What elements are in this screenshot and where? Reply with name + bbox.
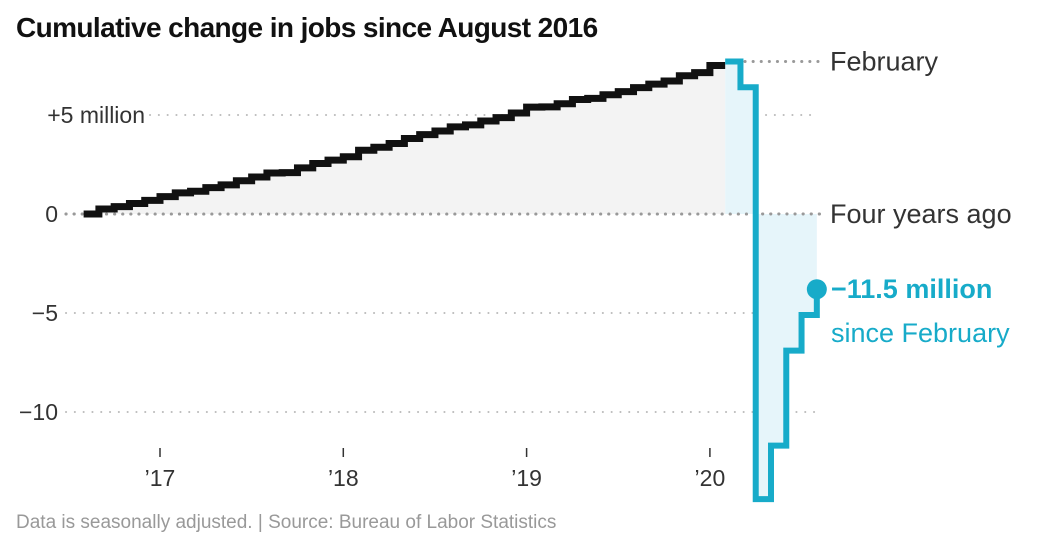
y-tick-label: −5 xyxy=(32,300,58,326)
latest-point xyxy=(806,279,827,300)
february-label: February xyxy=(830,47,939,77)
series-line-after xyxy=(725,58,820,503)
y-tick-label: 0 xyxy=(45,201,58,227)
source-note: Data is seasonally adjusted. | Source: B… xyxy=(16,512,557,533)
x-tick-label: ’19 xyxy=(511,465,542,491)
series-line-before xyxy=(83,62,726,218)
x-tick-label: ’17 xyxy=(145,465,176,491)
y-tick-label: −10 xyxy=(19,399,58,425)
area-after xyxy=(725,61,817,500)
change-value-label: −11.5 million xyxy=(831,274,992,304)
x-tick-label: ’18 xyxy=(328,465,359,491)
four-years-ago-label: Four years ago xyxy=(830,199,1012,229)
x-tick-label: ’20 xyxy=(695,465,726,491)
chart-title: Cumulative change in jobs since August 2… xyxy=(16,12,598,43)
y-tick-label: +5 million xyxy=(47,102,145,128)
change-since-label: since February xyxy=(831,318,1010,348)
